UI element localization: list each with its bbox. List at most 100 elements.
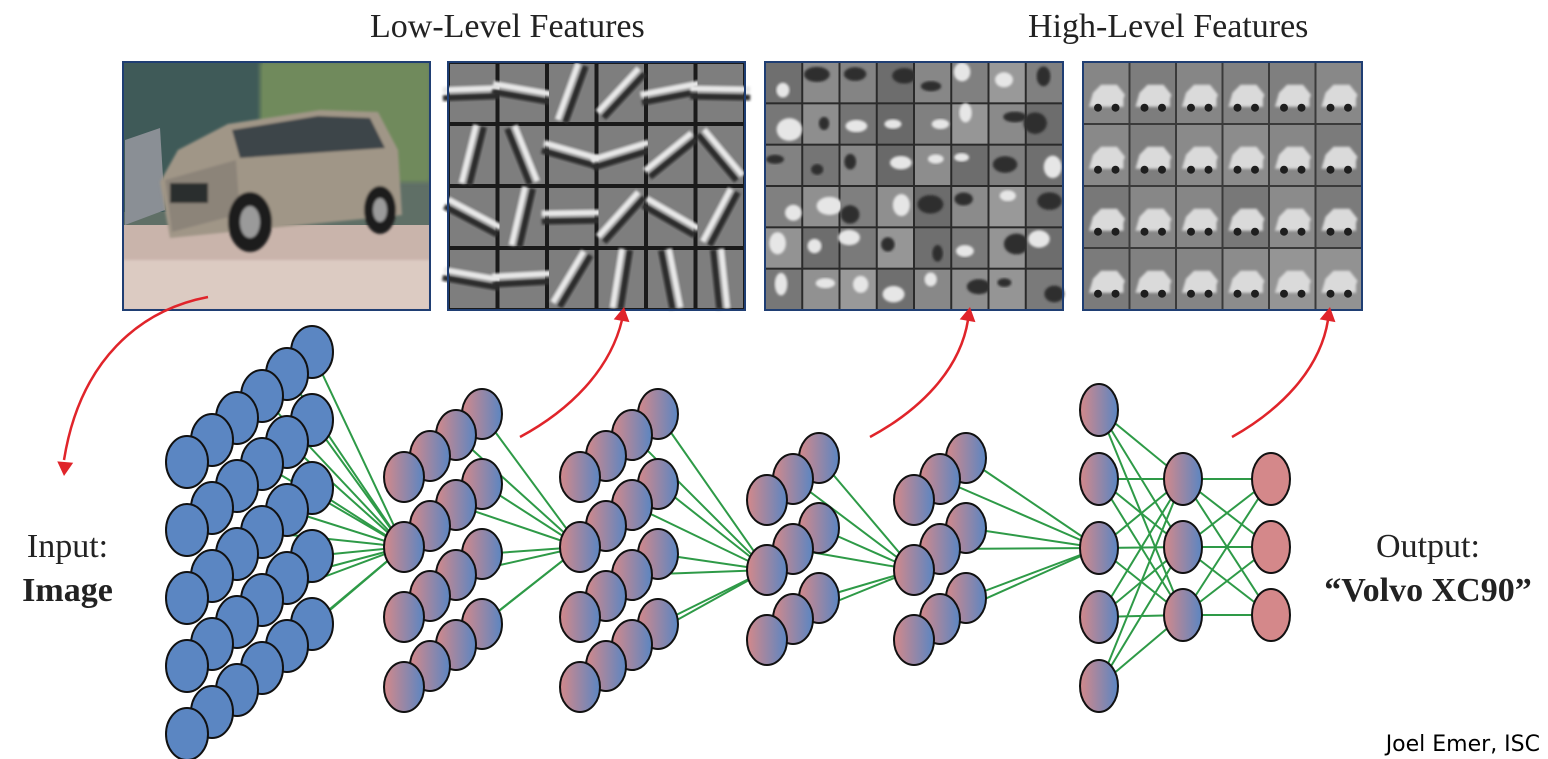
mid-feature-blob [966, 279, 991, 295]
output-label-line2: “Volvo XC90” [1324, 572, 1532, 609]
high-feature-cell [1177, 187, 1222, 247]
low-level-filters-panel [441, 62, 751, 310]
filter-cell [648, 248, 694, 310]
filter-cell [697, 248, 743, 310]
filter-cell [541, 188, 602, 246]
arrow-to-low-level-curve [519, 319, 624, 439]
filter-cell [641, 188, 701, 246]
high-feature-cell [1177, 125, 1222, 185]
high-feature-wheel [1204, 289, 1213, 298]
high-feature-car [1228, 146, 1265, 169]
high-feature-cell [1223, 125, 1268, 185]
high-feature-wheel [1094, 103, 1102, 112]
filter-stripe-light [699, 187, 734, 244]
mid-feature-bg [766, 145, 802, 185]
mid-feature-blob [999, 190, 1016, 202]
high-level-features-panel [1083, 62, 1362, 310]
connection-line [311, 351, 405, 548]
high-feature-cell [1316, 187, 1361, 247]
network-node [746, 474, 788, 526]
high-feature-cell [1177, 63, 1222, 123]
high-feature-cell [1223, 249, 1268, 309]
mid-feature-blob [892, 193, 910, 217]
high-feature-car [1089, 270, 1125, 293]
filter-cell [499, 124, 545, 186]
high-feature-cell [1084, 125, 1129, 185]
arrow-to-mid-level-head [959, 307, 976, 323]
high-feature-wheel [1233, 165, 1242, 174]
mid-feature-blob [807, 238, 822, 254]
mid-feature-cell [766, 187, 802, 227]
filter-cell [491, 64, 554, 122]
connection-line [261, 463, 405, 548]
network-node [746, 614, 788, 666]
mid-feature-bg [989, 104, 1025, 144]
filter-stripe-light [458, 124, 480, 184]
filter-cell [595, 64, 647, 122]
filter-cell [549, 62, 595, 124]
filter-stripes [641, 195, 701, 239]
filter-stripe-light [590, 139, 650, 163]
high-feature-cell [1130, 187, 1175, 247]
filter-stripe-light [645, 195, 701, 232]
filter-cell [441, 250, 504, 308]
high-feature-car [1228, 84, 1265, 107]
filter-stripes [609, 248, 633, 310]
filters-border [447, 61, 746, 311]
mid-feature-cell [877, 104, 913, 144]
mid-feature-blob [1003, 233, 1030, 255]
mid-feature-cell [877, 228, 913, 268]
mid-feature-blob [889, 155, 912, 170]
connection-line [792, 478, 915, 571]
mid-feature-blob [882, 285, 905, 303]
mid-feature-cell [989, 269, 1025, 309]
high-feature-wheel [1280, 227, 1288, 236]
high-feature-car [1228, 270, 1265, 293]
high-feature-wheel [1297, 289, 1306, 298]
filter-cell [491, 250, 553, 308]
feature-panels [122, 61, 1363, 311]
mid-feature-cell [915, 145, 951, 185]
high-feature-wheel [1326, 227, 1335, 236]
high-feature-cell [1270, 187, 1315, 247]
mid-feature-blob [959, 103, 972, 123]
mid-feature-blob [776, 82, 790, 98]
fc-connection [1098, 478, 1184, 618]
network-node [1251, 452, 1291, 506]
mid-features-border [764, 61, 1064, 311]
high-feature-wheel [1251, 165, 1259, 174]
mid-feature-blob [920, 81, 942, 92]
network-node [1251, 588, 1291, 642]
filter-stripe-dark [442, 92, 503, 102]
mid-feature-cell [989, 104, 1027, 144]
mid-feature-bg [915, 228, 951, 268]
arrow-to-mid-level [869, 307, 976, 439]
mid-feature-cell [952, 187, 988, 227]
high-feature-car [1182, 208, 1218, 231]
high-feature-wheel [1297, 227, 1306, 236]
high-feature-wheel [1233, 103, 1242, 112]
filter-stripe-dark [707, 190, 741, 247]
connection-line [657, 483, 768, 571]
mid-feature-blob [774, 272, 788, 296]
high-feature-wheel [1111, 289, 1120, 298]
high-feature-car [1135, 84, 1172, 107]
high-feature-wheel [1344, 103, 1352, 112]
mid-feature-blob [816, 196, 843, 215]
high-feature-cell [1270, 63, 1315, 123]
filter-stripes [442, 84, 503, 102]
filter-stripe-light [639, 80, 701, 98]
high-feature-car [1135, 146, 1172, 169]
high-feature-wheel [1140, 165, 1149, 174]
high-feature-wheel [1158, 289, 1166, 298]
filter-cell [595, 188, 647, 246]
mid-feature-cell [989, 63, 1025, 103]
filter-stripe-dark [695, 132, 739, 183]
mid-feature-cell [840, 145, 876, 185]
filter-cell [639, 64, 702, 122]
mid-feature-blob [844, 153, 857, 170]
mid-feature-cell [877, 145, 913, 185]
filter-stripe-light [666, 248, 684, 309]
high-feature-car [1228, 208, 1265, 231]
high-feature-wheel [1111, 227, 1120, 236]
